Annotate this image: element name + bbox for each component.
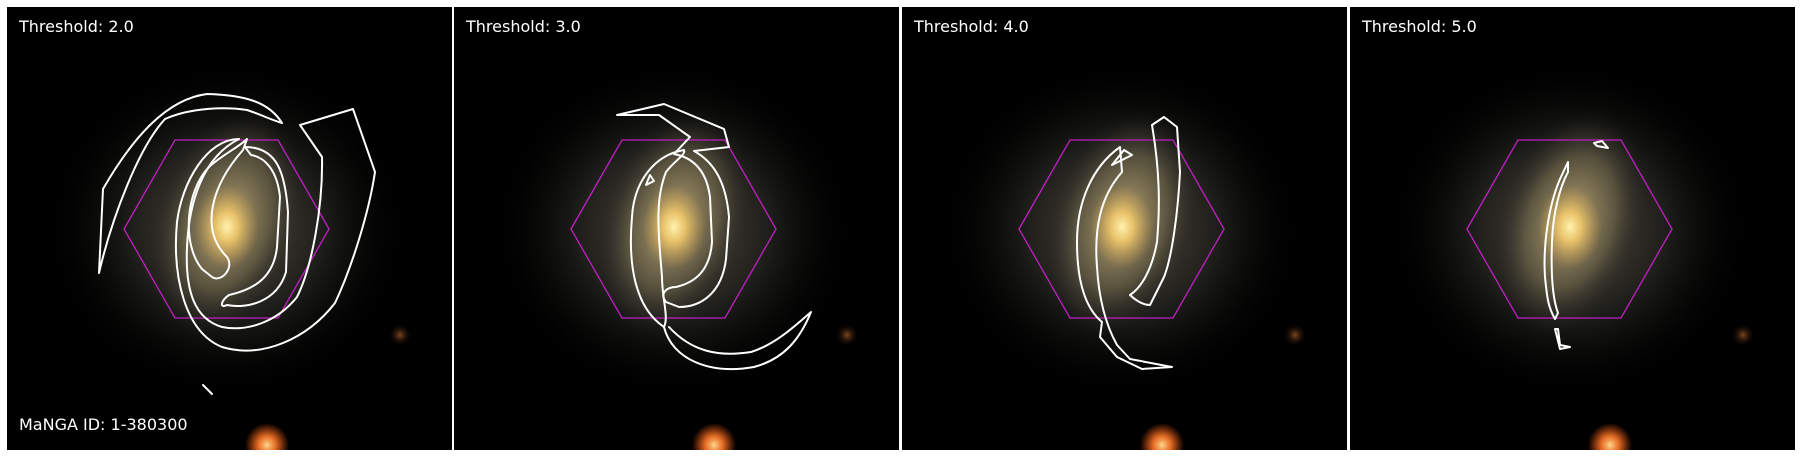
threshold-label: Threshold: 5.0 — [1362, 17, 1477, 36]
panel-threshold-4: Threshold: 5.0 — [1350, 7, 1795, 450]
panel-threshold-1: Threshold: 2.0 MaNGA ID: 1-380300 — [7, 7, 452, 450]
threshold-label: Threshold: 2.0 — [19, 17, 134, 36]
arm-contours — [616, 103, 812, 371]
arm-contours — [1543, 140, 1609, 350]
ifu-hexagon — [123, 139, 330, 319]
panel-threshold-3: Threshold: 4.0 — [902, 7, 1347, 450]
galaxy-image — [1350, 7, 1795, 450]
threshold-label: Threshold: 4.0 — [914, 17, 1029, 36]
galaxy-image — [7, 7, 452, 450]
arm-contours — [1076, 116, 1181, 370]
manga-id-label: MaNGA ID: 1-380300 — [19, 415, 188, 434]
arm-contours — [98, 93, 376, 395]
threshold-label: Threshold: 3.0 — [466, 17, 581, 36]
ifu-hexagon — [1466, 139, 1673, 319]
panel-threshold-2: Threshold: 3.0 — [454, 7, 899, 450]
galaxy-image — [902, 7, 1347, 450]
galaxy-image — [454, 7, 899, 450]
ifu-hexagon — [1018, 139, 1225, 319]
ifu-hexagon — [570, 139, 777, 319]
